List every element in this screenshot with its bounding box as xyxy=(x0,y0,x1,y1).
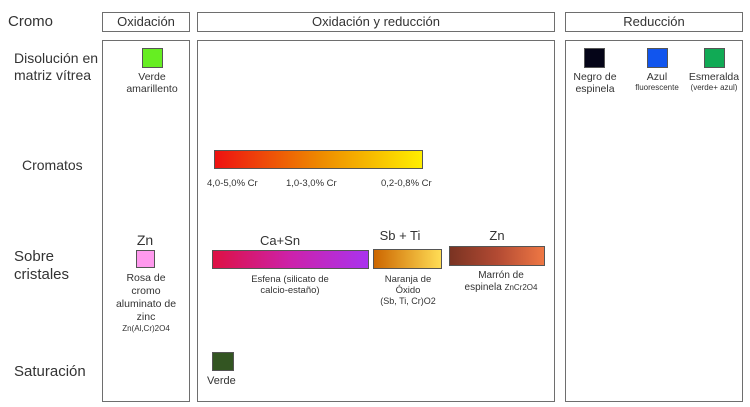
title-zn-marron: Zn xyxy=(489,228,505,243)
row-label-cromatos: Cromatos xyxy=(22,157,83,173)
swatch-negro-espinela xyxy=(584,48,605,68)
header-oxidacion: Oxidación xyxy=(102,12,190,32)
label-negro-line2: espinela xyxy=(575,83,615,95)
row-label-disolucion-line2: matriz vítrea xyxy=(14,67,92,83)
label-verde-amarillento-line2: amarillento xyxy=(126,83,178,95)
row-label-sobre-line1: Sobre xyxy=(14,248,55,265)
label-rosa-line3: aluminato de xyxy=(115,298,177,310)
label-marron-line1: Marrón de xyxy=(478,270,524,281)
swatch-rosa-cromo xyxy=(136,250,155,268)
label-rosa-line4: zinc xyxy=(136,311,156,323)
label-azul-line1: Azul xyxy=(646,71,668,83)
panel-oxidacion-reduccion xyxy=(197,40,555,402)
header-oxidacion-reduccion: Oxidación y reducción xyxy=(197,12,555,32)
cromatos-label-high: 4,0-5,0% Cr xyxy=(207,178,258,189)
label-naranja-line2: Óxido xyxy=(395,285,421,296)
cromatos-label-mid: 1,0-3,0% Cr xyxy=(286,178,337,189)
label-naranja-line3: (Sb, Ti, Cr)O2 xyxy=(380,296,436,306)
label-verde-amarillento-line1: Verde xyxy=(138,71,166,83)
row-label-disolucion-line1: Disolución en xyxy=(14,50,99,66)
label-esfena-line1: Esfena (silicato de xyxy=(251,274,329,285)
label-rosa-formula: Zn(Al,Cr)2O4 xyxy=(122,324,170,333)
label-esmeralda-line2: (verde+ azul) xyxy=(690,83,738,92)
cromatos-label-low: 0,2-0,8% Cr xyxy=(381,178,432,189)
swatch-azul-fluorescente xyxy=(647,48,668,68)
cromatos-gradient-bar xyxy=(214,150,423,169)
label-esmeralda: Esmeralda (verde+ azul) xyxy=(682,71,746,93)
swatch-esmeralda xyxy=(704,48,725,68)
swatch-marron-gradient xyxy=(449,246,545,266)
label-negro-espinela: Negro de espinela xyxy=(566,71,624,95)
label-negro-line1: Negro de xyxy=(573,71,617,83)
label-esfena-line2: calcio-estaño) xyxy=(260,285,320,296)
row-label-disolucion: Disolución en matriz vítrea xyxy=(14,50,98,84)
label-esmeralda-line1: Esmeralda xyxy=(688,71,740,83)
header-reduccion: Reducción xyxy=(565,12,743,32)
label-marron-espinela: espinela xyxy=(464,282,502,293)
label-naranja-line1: Naranja de xyxy=(384,274,432,285)
label-azul-line2: fluorescente xyxy=(635,83,679,92)
swatch-verde-saturacion xyxy=(212,352,234,371)
label-rosa-line2: cromo xyxy=(131,285,161,297)
label-verde-amarillento: Verde amarillento xyxy=(112,71,192,95)
row-label-sobre-cristales: Sobre cristales xyxy=(14,248,69,284)
label-marron-line2: espinela ZnCr2O4 xyxy=(449,282,553,294)
swatch-verde-amarillento xyxy=(142,48,163,68)
label-verde-saturacion: Verde xyxy=(207,375,236,387)
swatch-esfena-gradient xyxy=(212,250,369,269)
label-naranja: Naranja de Óxido (Sb, Ti, Cr)O2 xyxy=(365,274,451,307)
title-zn-rosa: Zn xyxy=(136,232,154,248)
corner-label: Cromo xyxy=(8,13,54,30)
label-marron: Marrón de espinela ZnCr2O4 xyxy=(449,270,553,294)
label-marron-formula: ZnCr2O4 xyxy=(504,283,538,292)
label-rosa-cromo: Rosa de cromo aluminato de zinc Zn(Al,Cr… xyxy=(104,272,188,334)
label-rosa-line1: Rosa de xyxy=(126,272,166,284)
panel-oxidacion xyxy=(102,40,190,402)
title-ca-sn: Ca+Sn xyxy=(259,233,301,248)
label-azul-fluorescente: Azul fluorescente xyxy=(624,71,690,93)
row-label-sobre-line2: cristales xyxy=(14,266,70,283)
swatch-naranja-gradient xyxy=(373,249,442,269)
row-label-saturacion: Saturación xyxy=(14,363,86,380)
label-esfena: Esfena (silicato de calcio-estaño) xyxy=(225,274,355,296)
panel-reduccion xyxy=(565,40,743,402)
title-sb-ti: Sb + Ti xyxy=(379,228,421,243)
